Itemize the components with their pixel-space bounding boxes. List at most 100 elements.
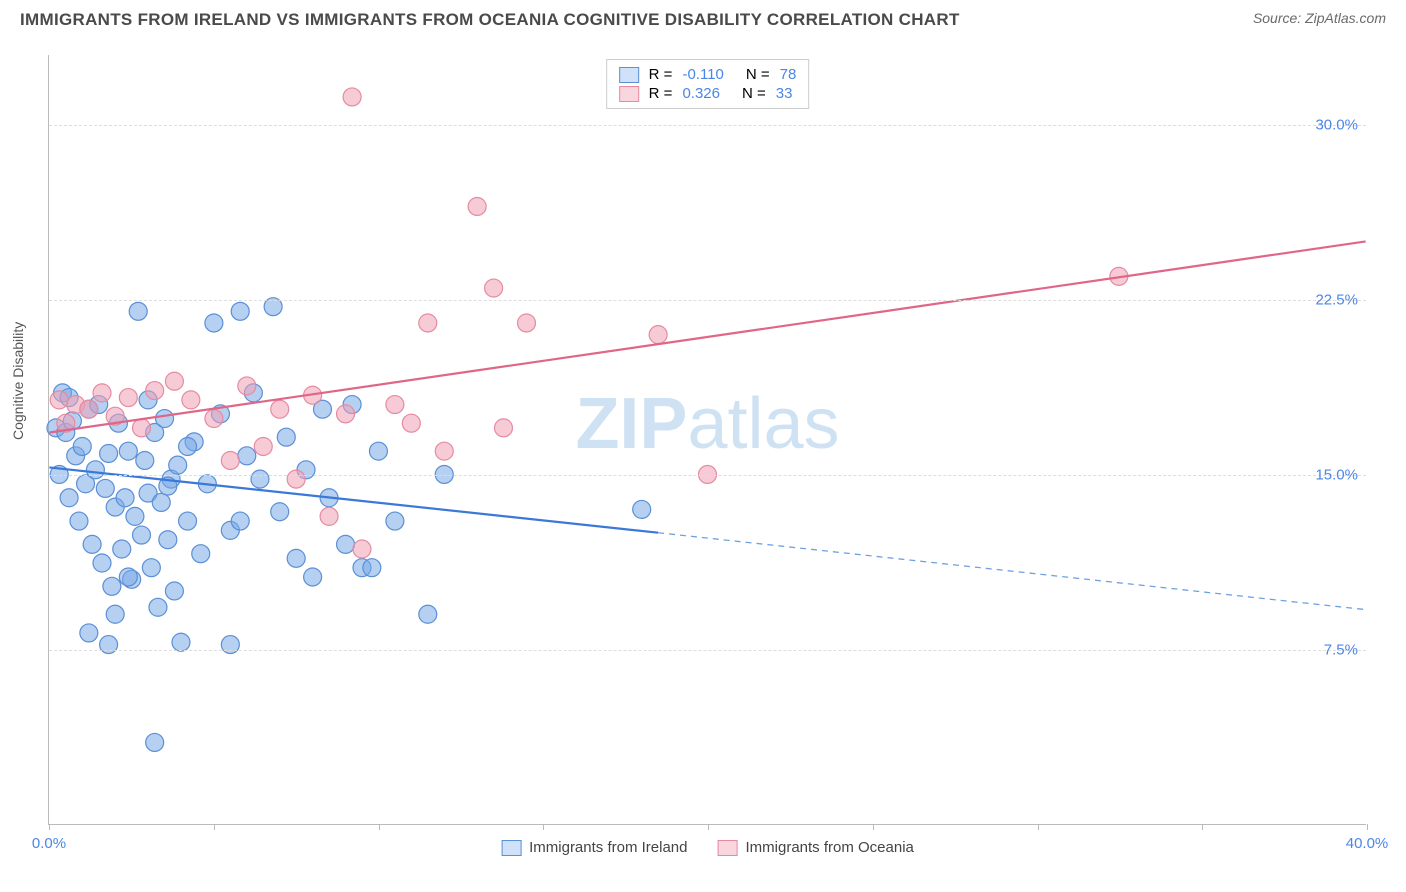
data-point-ireland	[129, 302, 147, 320]
data-point-oceania	[238, 377, 256, 395]
data-point-ireland	[192, 545, 210, 563]
data-point-ireland	[149, 598, 167, 616]
data-point-ireland	[304, 568, 322, 586]
x-tick-label: 40.0%	[1346, 835, 1389, 852]
x-tick	[379, 824, 380, 830]
legend-label: Immigrants from Oceania	[746, 839, 914, 856]
data-point-ireland	[100, 444, 118, 462]
x-tick	[708, 824, 709, 830]
r-value: 0.326	[682, 85, 720, 102]
data-point-oceania	[419, 314, 437, 332]
data-point-ireland	[287, 549, 305, 567]
stats-row-ireland: R = -0.110 N = 78	[619, 66, 797, 83]
legend-label: Immigrants from Ireland	[529, 839, 687, 856]
data-point-ireland	[73, 438, 91, 456]
x-tick	[873, 824, 874, 830]
data-point-ireland	[156, 410, 174, 428]
data-point-oceania	[649, 326, 667, 344]
stats-row-oceania: R = 0.326 N = 33	[619, 85, 797, 102]
r-label: R =	[649, 66, 673, 83]
data-point-ireland	[277, 428, 295, 446]
gridline	[49, 300, 1366, 301]
data-point-ireland	[119, 442, 137, 460]
data-point-ireland	[136, 451, 154, 469]
data-point-ireland	[60, 489, 78, 507]
data-point-oceania	[287, 470, 305, 488]
data-point-ireland	[146, 733, 164, 751]
data-point-ireland	[142, 559, 160, 577]
data-point-oceania	[271, 400, 289, 418]
data-point-ireland	[633, 500, 651, 518]
data-point-ireland	[126, 507, 144, 525]
data-point-ireland	[238, 447, 256, 465]
data-point-oceania	[386, 396, 404, 414]
data-point-oceania	[435, 442, 453, 460]
data-point-oceania	[119, 389, 137, 407]
legend-item-ireland: Immigrants from Ireland	[501, 839, 687, 856]
n-value: 78	[780, 66, 797, 83]
page-title: IMMIGRANTS FROM IRELAND VS IMMIGRANTS FR…	[20, 10, 960, 30]
gridline	[49, 475, 1366, 476]
x-tick	[543, 824, 544, 830]
data-point-oceania	[402, 414, 420, 432]
data-point-oceania	[494, 419, 512, 437]
data-point-ireland	[363, 559, 381, 577]
x-tick-label: 0.0%	[32, 835, 66, 852]
source-label: Source: ZipAtlas.com	[1253, 10, 1386, 26]
data-point-ireland	[419, 605, 437, 623]
r-label: R =	[649, 85, 673, 102]
data-point-ireland	[70, 512, 88, 530]
data-point-oceania	[320, 507, 338, 525]
data-point-oceania	[205, 410, 223, 428]
data-point-oceania	[146, 382, 164, 400]
y-tick-label: 22.5%	[1315, 292, 1358, 309]
data-point-oceania	[468, 197, 486, 215]
swatch-icon	[718, 840, 738, 856]
data-point-ireland	[86, 461, 104, 479]
y-tick-label: 15.0%	[1315, 467, 1358, 484]
data-point-ireland	[113, 540, 131, 558]
data-point-ireland	[231, 512, 249, 530]
trendline-oceania	[49, 241, 1365, 432]
y-axis-label: Cognitive Disability	[10, 322, 26, 440]
swatch-icon	[619, 67, 639, 83]
r-value: -0.110	[682, 66, 723, 83]
chart-area: ZIPatlas R = -0.110 N = 78 R = 0.326 N =…	[48, 55, 1366, 825]
x-tick	[1038, 824, 1039, 830]
x-tick	[49, 824, 50, 830]
data-point-ireland	[172, 633, 190, 651]
data-point-oceania	[80, 400, 98, 418]
data-point-oceania	[133, 419, 151, 437]
data-point-oceania	[343, 88, 361, 106]
n-label: N =	[746, 66, 770, 83]
data-point-ireland	[205, 314, 223, 332]
data-point-ireland	[80, 624, 98, 642]
n-value: 33	[776, 85, 793, 102]
data-point-ireland	[103, 577, 121, 595]
data-point-oceania	[518, 314, 536, 332]
gridline	[49, 125, 1366, 126]
data-point-ireland	[165, 582, 183, 600]
data-point-ireland	[106, 605, 124, 623]
stats-legend: R = -0.110 N = 78 R = 0.326 N = 33	[606, 59, 810, 109]
data-point-ireland	[271, 503, 289, 521]
data-point-ireland	[251, 470, 269, 488]
series-legend: Immigrants from Ireland Immigrants from …	[501, 839, 914, 856]
gridline	[49, 650, 1366, 651]
data-point-ireland	[369, 442, 387, 460]
scatter-plot	[49, 55, 1366, 824]
data-point-ireland	[116, 489, 134, 507]
data-point-ireland	[83, 535, 101, 553]
legend-item-oceania: Immigrants from Oceania	[718, 839, 914, 856]
x-tick	[214, 824, 215, 830]
swatch-icon	[501, 840, 521, 856]
data-point-oceania	[221, 451, 239, 469]
data-point-ireland	[337, 535, 355, 553]
data-point-ireland	[231, 302, 249, 320]
data-point-ireland	[133, 526, 151, 544]
data-point-ireland	[169, 456, 187, 474]
x-tick	[1367, 824, 1368, 830]
y-tick-label: 30.0%	[1315, 117, 1358, 134]
data-point-oceania	[485, 279, 503, 297]
swatch-icon	[619, 86, 639, 102]
